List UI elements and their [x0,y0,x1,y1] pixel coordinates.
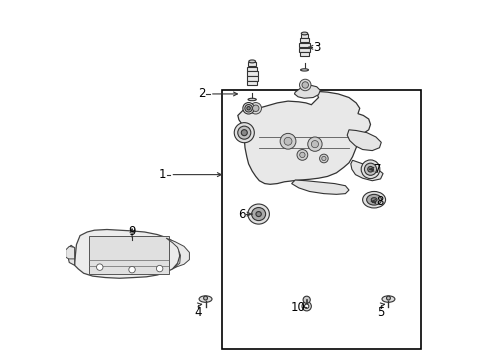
Ellipse shape [248,204,270,224]
Ellipse shape [199,296,212,302]
Circle shape [302,82,309,88]
Circle shape [280,134,296,149]
Ellipse shape [367,194,382,205]
Bar [300,38,309,42]
Text: 6: 6 [238,208,245,221]
Text: 5: 5 [378,306,385,319]
Circle shape [361,160,380,179]
Text: 1: 1 [159,168,166,181]
Polygon shape [292,180,349,194]
Polygon shape [74,229,180,278]
Polygon shape [166,238,190,269]
Text: 4: 4 [195,306,202,319]
Ellipse shape [382,296,395,302]
Bar [247,67,257,71]
Text: 2: 2 [198,87,206,100]
Circle shape [322,156,326,161]
Polygon shape [69,245,74,265]
Circle shape [311,140,318,148]
Circle shape [247,107,250,110]
Circle shape [156,265,163,272]
Circle shape [243,103,254,114]
Ellipse shape [300,69,309,71]
Circle shape [241,130,247,136]
Circle shape [250,103,262,114]
Circle shape [300,152,305,158]
Circle shape [97,264,103,270]
Text: 3: 3 [313,41,320,54]
Ellipse shape [363,192,386,208]
Circle shape [319,154,328,163]
Text: 7: 7 [374,163,381,176]
Circle shape [302,302,311,311]
Polygon shape [347,130,381,150]
Bar [89,236,169,274]
Circle shape [368,166,373,172]
Polygon shape [66,246,74,259]
Polygon shape [351,160,383,181]
Circle shape [245,104,252,112]
Circle shape [303,296,310,303]
Text: 8: 8 [376,195,383,208]
Circle shape [234,123,254,143]
Circle shape [304,304,309,309]
Ellipse shape [371,198,377,202]
Bar [247,81,257,85]
Bar [300,52,309,56]
Polygon shape [238,91,370,184]
Bar [247,71,258,76]
Ellipse shape [256,212,261,217]
Circle shape [365,163,377,175]
Circle shape [238,126,251,139]
Ellipse shape [248,98,256,101]
Circle shape [284,137,292,145]
Bar [299,48,310,52]
Text: 10: 10 [291,301,305,314]
Ellipse shape [252,208,266,221]
Text: 9: 9 [128,225,136,238]
Bar [248,62,256,66]
Bar [300,34,309,38]
Polygon shape [294,85,320,98]
Bar [299,43,310,47]
Circle shape [299,79,311,91]
Bar [247,76,258,81]
Circle shape [297,149,308,160]
Circle shape [129,266,135,273]
Bar [221,90,421,348]
Circle shape [308,137,322,151]
Ellipse shape [387,296,391,300]
Ellipse shape [301,32,308,35]
Circle shape [252,105,259,112]
Ellipse shape [204,296,207,300]
Ellipse shape [249,60,256,63]
